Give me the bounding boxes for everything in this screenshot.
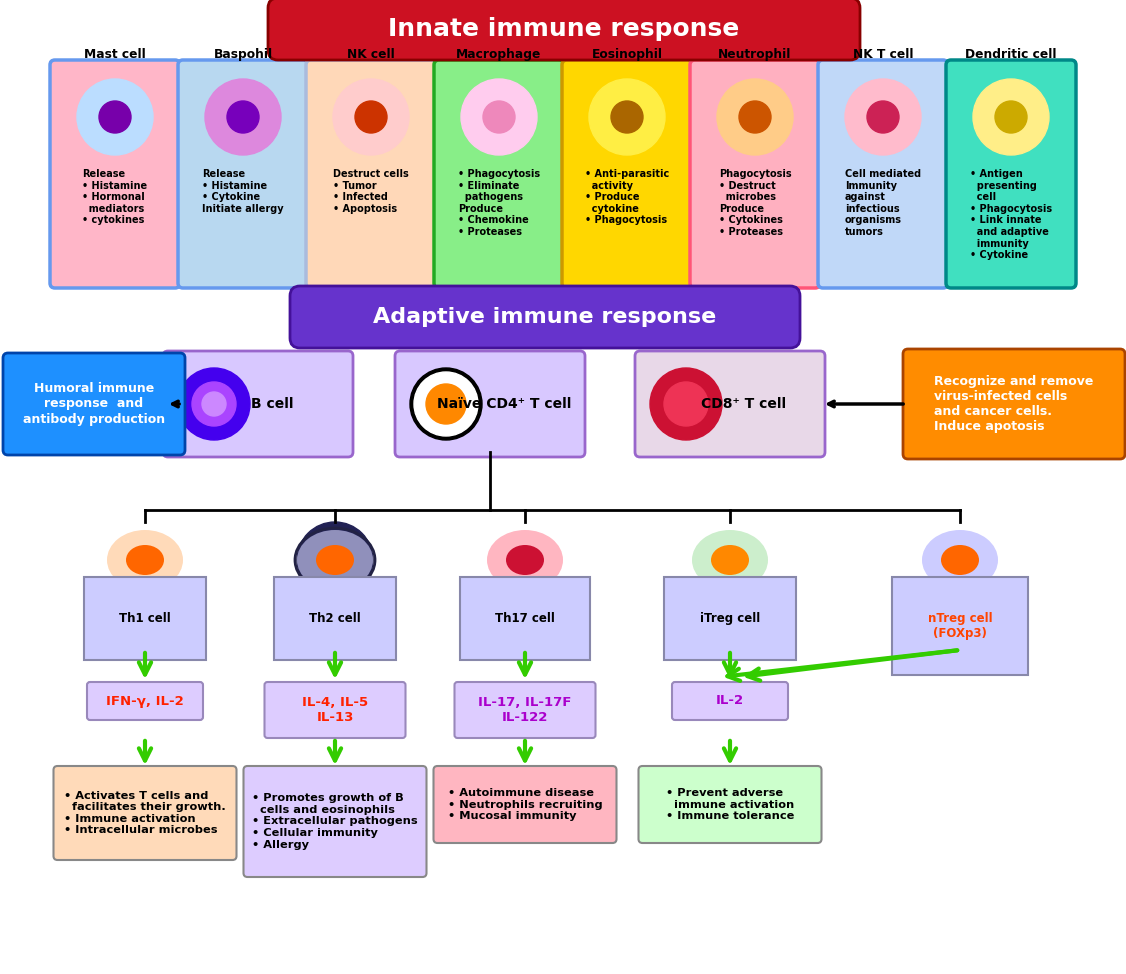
Text: • Promotes growth of B
  cells and eosinophils
• Extracellular pathogens
• Cellu: • Promotes growth of B cells and eosinop…: [252, 793, 418, 849]
FancyBboxPatch shape: [690, 60, 820, 288]
Ellipse shape: [506, 545, 544, 575]
Text: IL-2: IL-2: [716, 694, 744, 707]
Circle shape: [426, 384, 466, 424]
FancyBboxPatch shape: [243, 766, 427, 877]
Circle shape: [202, 392, 226, 416]
Circle shape: [589, 79, 665, 155]
Circle shape: [205, 79, 282, 155]
Text: Innate immune response: Innate immune response: [388, 17, 740, 41]
FancyBboxPatch shape: [903, 349, 1125, 459]
FancyBboxPatch shape: [265, 682, 405, 738]
Circle shape: [333, 79, 409, 155]
Circle shape: [483, 101, 515, 133]
Circle shape: [99, 101, 131, 133]
FancyBboxPatch shape: [50, 60, 180, 288]
Text: Adaptive immune response: Adaptive immune response: [374, 307, 716, 327]
Ellipse shape: [316, 545, 354, 575]
Text: Dendritic cell: Dendritic cell: [965, 48, 1056, 61]
Circle shape: [193, 382, 236, 426]
FancyBboxPatch shape: [434, 60, 564, 288]
Circle shape: [664, 382, 708, 426]
FancyBboxPatch shape: [395, 351, 586, 457]
Text: • Phagocytosis
• Eliminate
  pathogens
Produce
• Chemokine
• Proteases: • Phagocytosis • Eliminate pathogens Pro…: [458, 169, 540, 237]
Text: NK T cell: NK T cell: [852, 48, 913, 61]
Text: Recognize and remove
virus-infected cells
and cancer cells.
Induce apotosis: Recognize and remove virus-infected cell…: [935, 375, 1093, 433]
Ellipse shape: [922, 530, 998, 590]
FancyBboxPatch shape: [163, 351, 352, 457]
FancyBboxPatch shape: [946, 60, 1076, 288]
Text: • Prevent adverse
  immune activation
• Immune tolerance: • Prevent adverse immune activation • Im…: [665, 788, 794, 821]
Text: Naïve CD4⁺ T cell: Naïve CD4⁺ T cell: [437, 397, 571, 411]
Text: Phagocytosis
• Destruct
  microbes
Produce
• Cytokines
• Proteases: Phagocytosis • Destruct microbes Produce…: [718, 169, 792, 237]
Text: Humoral immune
response  and
antibody production: Humoral immune response and antibody pro…: [23, 383, 166, 426]
Text: Baspohil: Baspohil: [214, 48, 272, 61]
Text: iTreg cell: iTreg cell: [700, 612, 760, 625]
Ellipse shape: [488, 530, 563, 590]
Text: Cell mediated
Immunity
against
infectious
organisms
tumors: Cell mediated Immunity against infectiou…: [844, 169, 921, 237]
Circle shape: [611, 101, 643, 133]
Text: Release
• Histamine
• Cytokine
Initiate allergy: Release • Histamine • Cytokine Initiate …: [203, 169, 284, 214]
FancyBboxPatch shape: [638, 766, 822, 843]
Circle shape: [461, 79, 537, 155]
Ellipse shape: [107, 530, 184, 590]
Text: • Activates T cells and
  facilitates their growth.
• Immune activation
• Intrac: • Activates T cells and facilitates thei…: [64, 791, 226, 836]
Circle shape: [973, 79, 1049, 155]
Text: Th1 cell: Th1 cell: [119, 612, 171, 625]
Circle shape: [410, 368, 482, 440]
FancyBboxPatch shape: [178, 60, 309, 288]
Text: Eosinophil: Eosinophil: [591, 48, 662, 61]
FancyBboxPatch shape: [562, 60, 692, 288]
Text: Th2 cell: Th2 cell: [310, 612, 360, 625]
Text: IFN-γ, IL-2: IFN-γ, IL-2: [106, 694, 184, 707]
Circle shape: [227, 101, 259, 133]
Circle shape: [650, 368, 722, 440]
FancyBboxPatch shape: [87, 682, 203, 720]
FancyBboxPatch shape: [672, 682, 788, 720]
Ellipse shape: [126, 545, 164, 575]
Circle shape: [717, 79, 793, 155]
Text: Destruct cells
• Tumor
• Infected
• Apoptosis: Destruct cells • Tumor • Infected • Apop…: [333, 169, 409, 214]
FancyBboxPatch shape: [434, 766, 617, 843]
Text: nTreg cell
(FOXp3): nTreg cell (FOXp3): [928, 612, 992, 640]
Text: Macrophage: Macrophage: [456, 48, 542, 61]
FancyBboxPatch shape: [3, 353, 185, 455]
Circle shape: [844, 79, 921, 155]
Text: • Anti-parasitic
  activity
• Produce
  cytokine
• Phagocytosis: • Anti-parasitic activity • Produce cyto…: [584, 169, 669, 225]
Text: IL-17, IL-17F
IL-122: IL-17, IL-17F IL-122: [479, 696, 572, 724]
Text: B cell: B cell: [251, 397, 293, 411]
Circle shape: [355, 101, 387, 133]
Text: • Antigen
  presenting
  cell
• Phagocytosis
• Link innate
  and adaptive
  immu: • Antigen presenting cell • Phagocytosis…: [969, 169, 1052, 260]
Circle shape: [739, 101, 771, 133]
Circle shape: [178, 368, 250, 440]
Ellipse shape: [711, 545, 749, 575]
FancyBboxPatch shape: [635, 351, 825, 457]
Circle shape: [77, 79, 153, 155]
Circle shape: [414, 372, 479, 436]
Ellipse shape: [941, 545, 978, 575]
Ellipse shape: [692, 530, 768, 590]
Circle shape: [995, 101, 1027, 133]
Ellipse shape: [297, 530, 373, 590]
Text: NK cell: NK cell: [347, 48, 395, 61]
FancyBboxPatch shape: [54, 766, 236, 860]
FancyBboxPatch shape: [306, 60, 436, 288]
Text: • Autoimmune disease
• Neutrophils recruiting
• Mucosal immunity: • Autoimmune disease • Neutrophils recru…: [448, 788, 602, 821]
Text: Mast cell: Mast cell: [84, 48, 146, 61]
FancyBboxPatch shape: [455, 682, 596, 738]
FancyBboxPatch shape: [817, 60, 948, 288]
FancyBboxPatch shape: [291, 286, 799, 348]
Text: Th17 cell: Th17 cell: [495, 612, 555, 625]
Text: IL-4, IL-5
IL-13: IL-4, IL-5 IL-13: [302, 696, 368, 724]
Text: Release
• Histamine
• Hormonal
  mediators
• cytokines: Release • Histamine • Hormonal mediators…: [82, 169, 148, 225]
Text: CD8⁺ T cell: CD8⁺ T cell: [701, 397, 787, 411]
Text: Neutrophil: Neutrophil: [718, 48, 792, 61]
Circle shape: [297, 522, 373, 598]
FancyBboxPatch shape: [268, 0, 860, 60]
Circle shape: [867, 101, 899, 133]
